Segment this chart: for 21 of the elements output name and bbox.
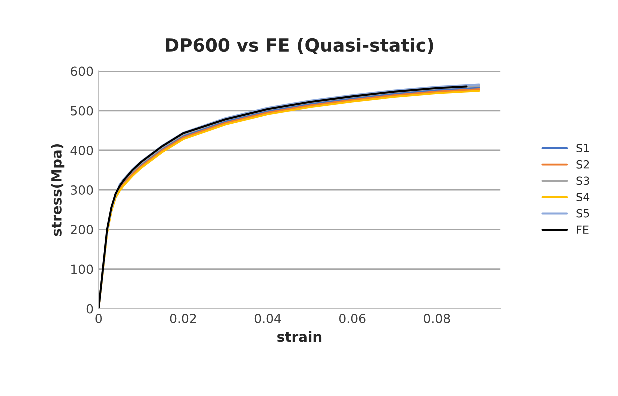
y-tick-label: 0 (86, 304, 94, 314)
y-tick-label: 600 (71, 66, 94, 76)
x-tick-label: 0.08 (424, 314, 450, 324)
y-tick-label: 100 (72, 264, 94, 274)
y-tick-label: 400 (70, 146, 94, 156)
legend-label: S5 (576, 209, 590, 218)
x-axis-title: strain (278, 331, 322, 342)
y-tick-label: 500 (71, 106, 94, 116)
legend-label: S4 (576, 193, 590, 202)
legend-label: S3 (576, 176, 590, 186)
legend-label: S1 (576, 144, 590, 153)
x-tick-label: 0 (96, 314, 102, 324)
chart-title: DP600 vs FE (Quasi-static) (166, 38, 434, 54)
y-tick-label: 200 (71, 225, 94, 235)
legend-label: S2 (576, 160, 590, 169)
x-tick-label: 0.04 (254, 314, 282, 324)
x-tick-label: 0.06 (339, 314, 366, 324)
x-tick-label: 0.02 (170, 314, 196, 324)
legend-label: FE (577, 226, 589, 234)
y-axis-title: stress(Mpa) (51, 144, 65, 236)
y-tick-label: 300 (71, 186, 94, 196)
